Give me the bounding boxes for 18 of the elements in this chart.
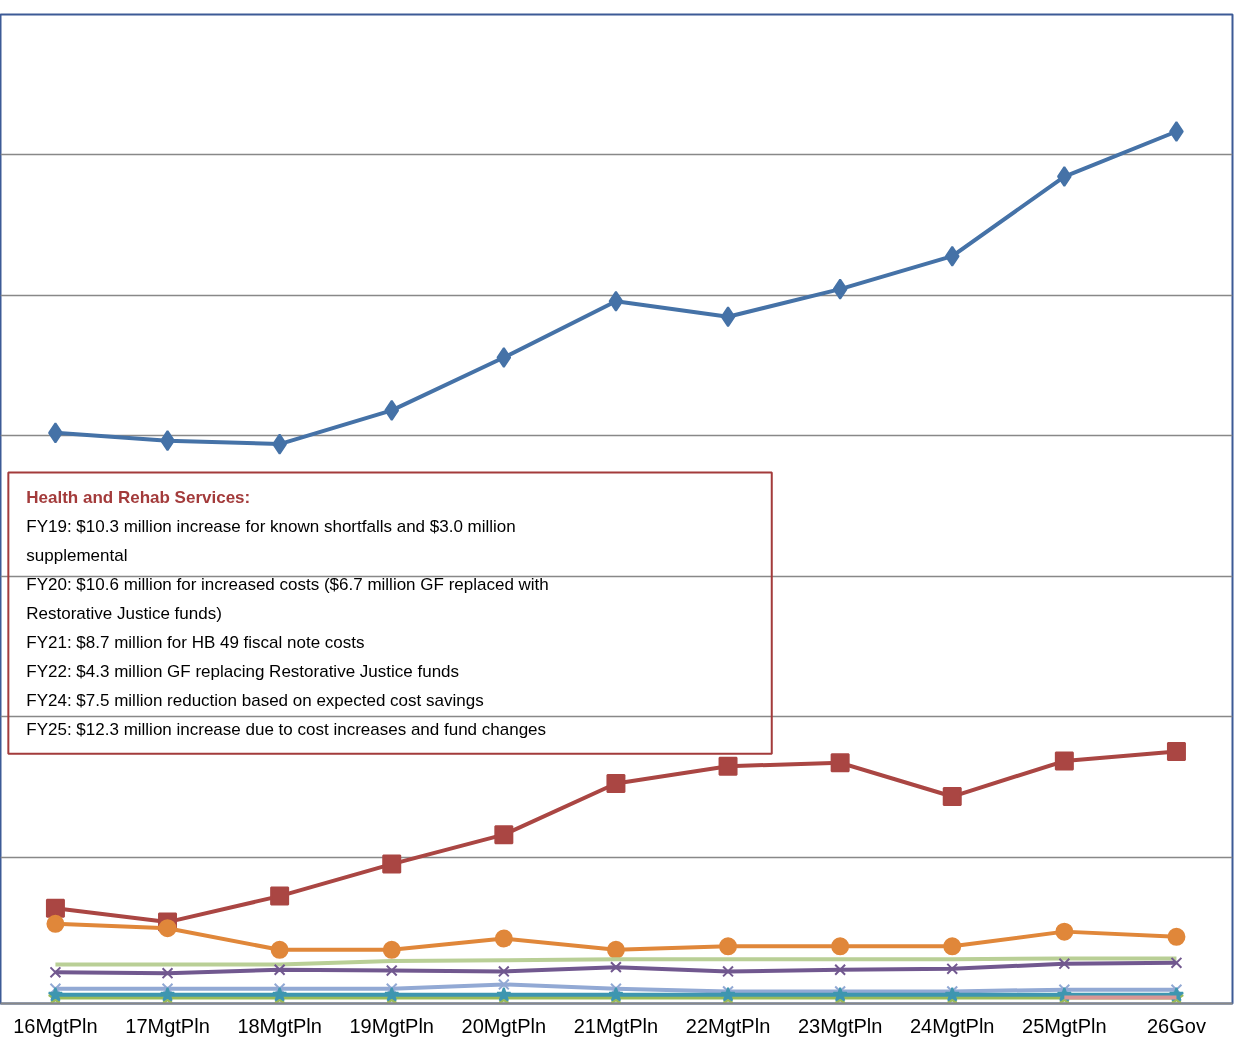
annotation: FY25: $12.3 million increase due to cost increases and fund changes	[26, 719, 547, 739]
annotation: FY19: $10.3 million increase for known shortfalls and $3.0 million supplemental	[26, 516, 516, 565]
x-tick-label: 24MgtPln	[910, 1014, 995, 1037]
x-tick-label: 18MgtPln	[237, 1014, 322, 1037]
annotation: FY21: $8.7 million for HB 49 fiscal note costs	[26, 632, 365, 652]
annotation: FY20: $10.6 million for increased costs ($6.7 million GF replaced with Restorative Justice funds)	[26, 574, 549, 623]
x-tick-label: 17MgtPln	[125, 1014, 210, 1037]
annotation: Health and Rehab Services:	[26, 487, 251, 507]
x-tick-label: 26Gov	[1146, 1014, 1206, 1037]
x-tick-label: 22MgtPln	[685, 1014, 771, 1037]
x-tick-label: 21MgtPln	[573, 1014, 659, 1037]
x-tick-label: 19MgtPln	[349, 1014, 434, 1037]
x-tick-label: 20MgtPln	[461, 1014, 547, 1037]
x-tick-label: 25MgtPln	[1022, 1014, 1107, 1037]
annotation: FY22: $4.3 million GF replacing Restorative Justice funds	[26, 661, 460, 681]
annotation: FY24: $7.5 million reduction based on expected cost savings	[26, 690, 484, 710]
x-tick-label: 16MgtPln	[13, 1014, 98, 1037]
x-tick-label: 23MgtPln	[797, 1014, 883, 1037]
